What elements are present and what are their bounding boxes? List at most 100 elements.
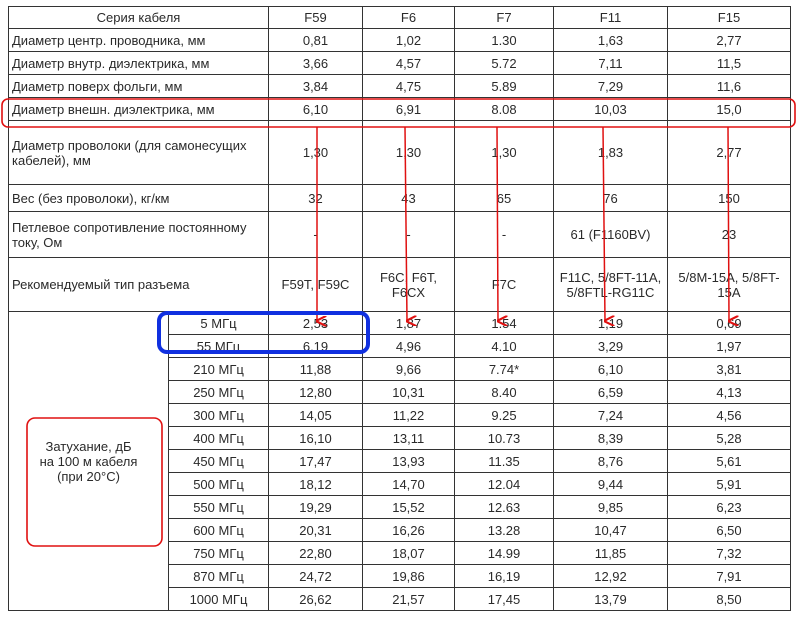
- cell-value: 4,57: [362, 51, 455, 75]
- attenuation-value: 12.04: [454, 472, 554, 496]
- cell-value: 5/8M-15A, 5/8FT-15A: [667, 257, 791, 312]
- attenuation-value: 1.54: [454, 311, 554, 335]
- cell-value: 11,5: [667, 51, 791, 75]
- attenuation-value: 11.35: [454, 449, 554, 473]
- attenuation-value: 3,29: [553, 334, 668, 358]
- cell-value: 1,30: [268, 120, 363, 185]
- attenuation-value: 7,24: [553, 403, 668, 427]
- cell-value: 0,81: [268, 28, 363, 52]
- cell-value: 1,83: [553, 120, 668, 185]
- attenuation-value: 19,29: [268, 495, 363, 519]
- attenuation-value: 6,19: [268, 334, 363, 358]
- attenuation-value: 4,13: [667, 380, 791, 404]
- row-label: Диаметр поверх фольги, мм: [8, 74, 269, 98]
- attenuation-value: 8.40: [454, 380, 554, 404]
- attenuation-value: 12,92: [553, 564, 668, 588]
- attenuation-row: 600 МГц 20,31 16,26 13.28 10,47 6,50: [9, 518, 791, 542]
- cell-value: 1.30: [454, 28, 554, 52]
- frequency-label: 450 МГц: [168, 449, 269, 473]
- cable-spec-table: Серия кабеля F59 F6 F7 F11 F15 Диаметр центр. …: [8, 6, 791, 611]
- cell-value: 5.89: [454, 74, 554, 98]
- attenuation-value: 7,91: [667, 564, 791, 588]
- attenuation-value: 9,85: [553, 495, 668, 519]
- row-label: Вес (без проволоки), кг/км: [8, 184, 269, 212]
- attenuation-value: 24,72: [268, 564, 363, 588]
- cell-value: 3,66: [268, 51, 363, 75]
- attenuation-value: 3,81: [667, 357, 791, 381]
- column-header: F6: [362, 6, 455, 29]
- attenuation-value: 13,93: [362, 449, 455, 473]
- table-row: Диаметр проволоки (для самонесущих кабел…: [8, 120, 791, 185]
- cell-value: 1,63: [553, 28, 668, 52]
- row-label: Диаметр внутр. диэлектрика, мм: [8, 51, 269, 75]
- attenuation-row: 870 МГц 24,72 19,86 16,19 12,92 7,91: [9, 564, 791, 588]
- cell-value: 76: [553, 184, 668, 212]
- column-header: F7: [454, 6, 554, 29]
- frequency-label: 750 МГц: [168, 541, 269, 565]
- attenuation-value: 10,31: [362, 380, 455, 404]
- attenuation-row: 250 МГц 12,80 10,31 8.40 6,59 4,13: [9, 380, 791, 404]
- cell-value: F6C, F6T, F6CX: [362, 257, 455, 312]
- cell-value: -: [454, 211, 554, 258]
- cell-value: 15,0: [667, 97, 791, 121]
- frequency-label: 600 МГц: [168, 518, 269, 542]
- frequency-label: 870 МГц: [168, 564, 269, 588]
- frequency-label: 400 МГц: [168, 426, 269, 450]
- column-header: F15: [667, 6, 791, 29]
- cell-value: -: [268, 211, 363, 258]
- frequency-label: 250 МГц: [168, 380, 269, 404]
- cell-value: 11,6: [667, 74, 791, 98]
- cell-value: 23: [667, 211, 791, 258]
- attenuation-row: 400 МГц 16,10 13,11 10.73 8,39 5,28: [9, 426, 791, 450]
- attenuation-row: 1000 МГц 26,62 21,57 17,45 13,79 8,50: [9, 587, 791, 611]
- cell-value: -: [362, 211, 455, 258]
- attenuation-value: 14,70: [362, 472, 455, 496]
- cell-value: 6,10: [268, 97, 363, 121]
- attenuation-value: 7.74*: [454, 357, 554, 381]
- column-header: F59: [268, 6, 363, 29]
- attenuation-value: 9,44: [553, 472, 668, 496]
- cell-value: 6,91: [362, 97, 455, 121]
- cell-value: 1,02: [362, 28, 455, 52]
- attenuation-value: 14.99: [454, 541, 554, 565]
- attenuation-value: 16,26: [362, 518, 455, 542]
- cell-value: 7,29: [553, 74, 668, 98]
- attenuation-row: 550 МГц 19,29 15,52 12.63 9,85 6,23: [9, 495, 791, 519]
- attenuation-value: 11,88: [268, 357, 363, 381]
- attenuation-value: 1,97: [667, 334, 791, 358]
- cell-value: F7C: [454, 257, 554, 312]
- attenuation-value: 6,59: [553, 380, 668, 404]
- attenuation-value: 14,05: [268, 403, 363, 427]
- attenuation-value: 17,45: [454, 587, 554, 611]
- row-label: Петлевое сопротивление постоянному току,…: [8, 211, 269, 258]
- cell-value: 61 (F1160BV): [553, 211, 668, 258]
- attenuation-value: 9.25: [454, 403, 554, 427]
- attenuation-value: 19,86: [362, 564, 455, 588]
- attenuation-value: 13,11: [362, 426, 455, 450]
- frequency-label: 1000 МГц: [168, 587, 269, 611]
- attenuation-value: 5,28: [667, 426, 791, 450]
- cell-value: 150: [667, 184, 791, 212]
- attenuation-value: 8,39: [553, 426, 668, 450]
- row-label: Диаметр внешн. диэлектрика, мм: [8, 97, 269, 121]
- cell-value: F59T, F59C: [268, 257, 363, 312]
- attenuation-row: 300 МГц 14,05 11,22 9.25 7,24 4,56: [9, 403, 791, 427]
- attenuation-value: 11,22: [362, 403, 455, 427]
- attenuation-value: 13.28: [454, 518, 554, 542]
- attenuation-value: 13,79: [553, 587, 668, 611]
- cell-value: 10,03: [553, 97, 668, 121]
- cell-value: F11C, 5/8FT-11A, 5/8FTL-RG11C: [553, 257, 668, 312]
- attenuation-value: 17,47: [268, 449, 363, 473]
- attenuation-value: 2,53: [268, 311, 363, 335]
- header-label: Серия кабеля: [8, 6, 269, 29]
- frequency-label: 550 МГц: [168, 495, 269, 519]
- table-row: Рекомендуемый тип разъема F59T, F59C F6C, …: [8, 257, 791, 312]
- table-row: Диаметр внешн. диэлектрика, мм 6,10 6,91 8.…: [8, 97, 791, 121]
- attenuation-value: 21,57: [362, 587, 455, 611]
- frequency-label: 5 МГц: [168, 311, 269, 335]
- attenuation-value: 9,66: [362, 357, 455, 381]
- attenuation-value: 10,47: [553, 518, 668, 542]
- frequency-label: 210 МГц: [168, 357, 269, 381]
- table-row: Диаметр поверх фольги, мм 3,84 4,75 5.89 7,2…: [8, 74, 791, 98]
- frequency-label: 55 МГц: [168, 334, 269, 358]
